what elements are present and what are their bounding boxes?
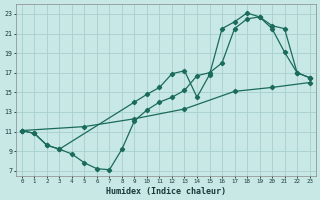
X-axis label: Humidex (Indice chaleur): Humidex (Indice chaleur) — [106, 187, 226, 196]
